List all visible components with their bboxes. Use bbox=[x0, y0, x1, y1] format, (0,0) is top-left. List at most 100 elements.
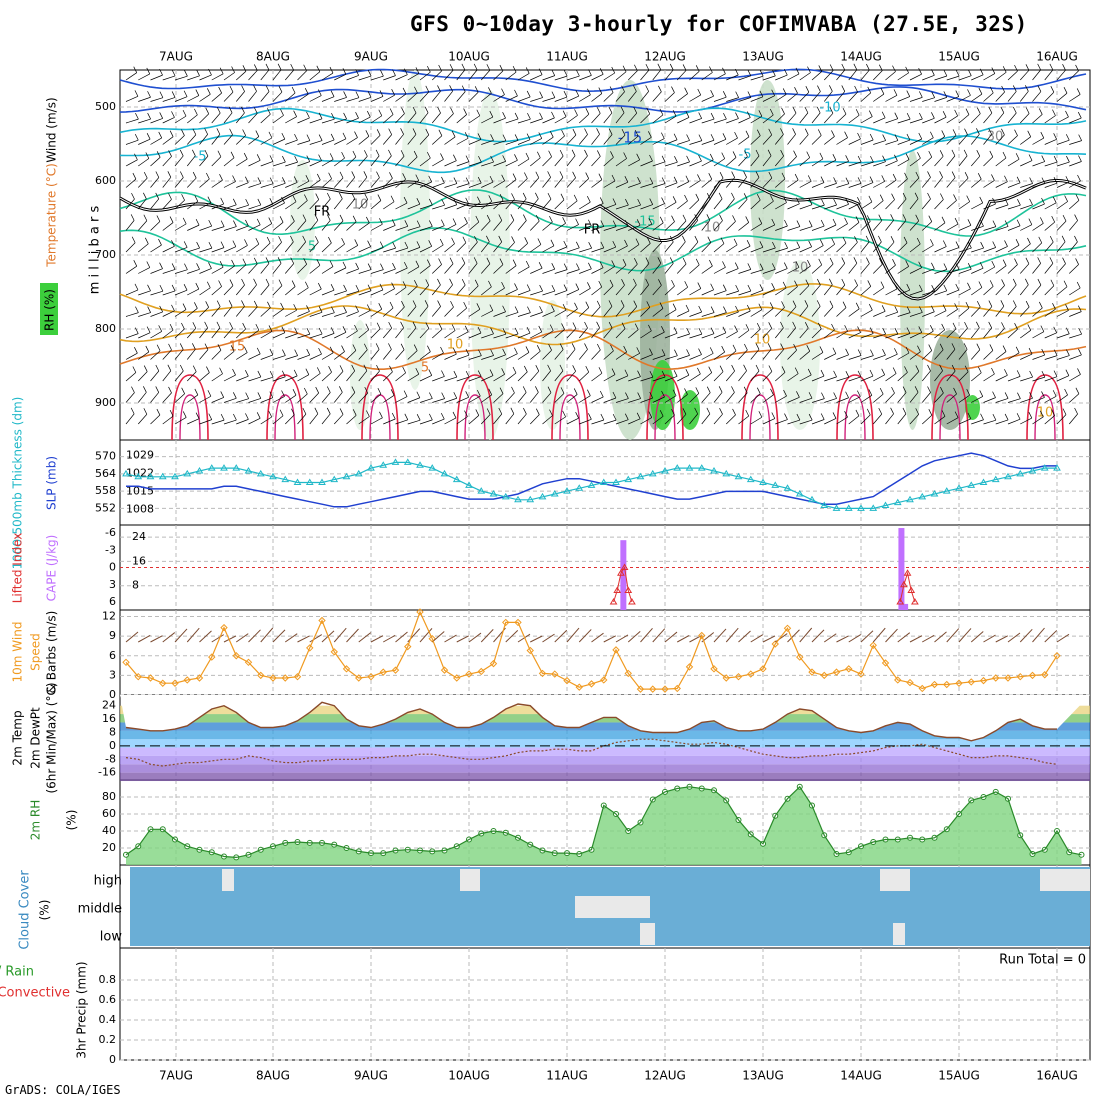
wind-barb-flag bbox=[596, 128, 600, 135]
wind-barb bbox=[738, 349, 748, 360]
wind-barb bbox=[456, 91, 466, 102]
surface-wind-barb bbox=[395, 631, 408, 643]
wind-barb bbox=[860, 263, 870, 274]
rh-shading bbox=[900, 150, 925, 430]
wind-barb bbox=[640, 183, 654, 188]
wind-barb-flag bbox=[745, 409, 750, 417]
wind-barb bbox=[211, 179, 223, 188]
wind-barb bbox=[211, 203, 224, 210]
wind-barb-flag bbox=[805, 86, 810, 93]
surface-wind-barb bbox=[922, 634, 935, 643]
wind-barb-flag bbox=[1076, 88, 1081, 95]
wind-barb-flag bbox=[942, 111, 947, 118]
wind-barb bbox=[946, 393, 957, 403]
surface-wind-barb bbox=[725, 627, 739, 643]
wind-barb bbox=[505, 199, 515, 210]
wind-barb bbox=[432, 376, 445, 382]
wind-barb-flag bbox=[731, 386, 735, 393]
wind-barb-flag bbox=[208, 219, 213, 227]
wind-barb-flag bbox=[672, 303, 677, 310]
wind-barb-flag bbox=[281, 390, 285, 397]
wind-barb-flag bbox=[988, 106, 993, 114]
wind-barb-flag bbox=[465, 391, 469, 398]
date-label-bottom: 7AUG bbox=[159, 1069, 193, 1083]
wind-barb bbox=[995, 71, 1007, 81]
wind-barb bbox=[738, 415, 749, 425]
wind-barb bbox=[652, 69, 662, 81]
wind-barb-flag bbox=[980, 220, 984, 227]
wind-barb-flag bbox=[219, 67, 224, 74]
wind-barb bbox=[836, 223, 848, 231]
wind-barb-flag bbox=[342, 68, 347, 75]
wind-barb-flag bbox=[437, 278, 441, 286]
wind-barb bbox=[297, 93, 309, 102]
wind-barb-flag bbox=[817, 129, 822, 136]
wind-barb bbox=[591, 419, 604, 425]
wind-barb bbox=[762, 394, 774, 403]
wind-barb-flag bbox=[380, 69, 384, 77]
date-label-top: 7AUG bbox=[159, 50, 193, 64]
pressure-tick-label: 700 bbox=[95, 248, 116, 261]
wind-barb-flag bbox=[942, 240, 947, 247]
wind-barb-flag bbox=[342, 132, 347, 140]
wind-barb-flag bbox=[855, 302, 860, 309]
wind-barb-flag bbox=[894, 154, 898, 161]
contour-label: 10 bbox=[704, 221, 721, 236]
thickness-marker bbox=[146, 472, 155, 480]
wind-barb bbox=[799, 226, 813, 231]
wind-barb bbox=[419, 204, 433, 210]
wind-barb-flag bbox=[169, 216, 174, 223]
wind-barb bbox=[860, 92, 871, 102]
wind-barb bbox=[726, 331, 738, 339]
wind-barb bbox=[897, 333, 911, 339]
wind-barb bbox=[321, 352, 334, 360]
wind-tick: 9 bbox=[109, 629, 116, 642]
wind-barb-flag bbox=[697, 88, 702, 96]
wind-barb-flag bbox=[378, 303, 383, 310]
wind-barb bbox=[297, 140, 311, 145]
wind-barb bbox=[738, 97, 751, 102]
wind-barb-flag bbox=[428, 240, 432, 247]
wind-barb bbox=[970, 327, 980, 339]
wind-barb bbox=[309, 118, 323, 124]
wind-barb bbox=[983, 286, 994, 296]
wind-barb bbox=[346, 268, 359, 274]
wind-barb-flag bbox=[522, 386, 527, 393]
freezing-level-inner bbox=[119, 179, 1087, 300]
wind-barb bbox=[444, 91, 453, 102]
wind-barb bbox=[787, 134, 796, 145]
wind-barb-flag bbox=[425, 85, 430, 93]
precip-tick: 0.2 bbox=[99, 1033, 117, 1046]
wind-barb bbox=[566, 134, 577, 145]
wind-barb bbox=[542, 349, 552, 360]
wind-barb bbox=[444, 376, 457, 382]
wind-barb bbox=[995, 419, 1009, 425]
wind-barb-flag bbox=[930, 239, 934, 246]
date-label-top: 14AUG bbox=[840, 50, 882, 64]
wind-barb-flag bbox=[745, 216, 750, 223]
wind-barb bbox=[248, 243, 260, 253]
wind-barb-flag bbox=[951, 364, 956, 372]
wind-barb-flag bbox=[661, 349, 666, 356]
wind-barb-flag bbox=[355, 69, 359, 76]
wind-barb bbox=[529, 198, 539, 210]
wind-barb bbox=[505, 179, 517, 188]
wind-barb bbox=[493, 413, 503, 425]
thickness-marker bbox=[832, 504, 841, 511]
wind-barb-flag bbox=[612, 413, 617, 421]
wind-barb-flag bbox=[147, 306, 151, 313]
wind-barb-flag bbox=[963, 343, 968, 350]
wind-barb bbox=[652, 396, 665, 403]
wind-barb-flag bbox=[636, 153, 640, 160]
wind-barb bbox=[922, 137, 934, 145]
wind-barb-flag bbox=[477, 133, 482, 140]
wind-barb-flag bbox=[364, 150, 368, 157]
wind-barb-flag bbox=[733, 238, 738, 246]
wind-barb bbox=[946, 155, 956, 167]
wind-barb-flag bbox=[621, 279, 625, 286]
wind-barb-flag bbox=[327, 192, 331, 200]
wind-barb bbox=[591, 93, 603, 102]
wind-barb bbox=[456, 161, 470, 167]
wind-barb-flag bbox=[755, 343, 760, 350]
wind-barb-flag bbox=[429, 413, 433, 421]
